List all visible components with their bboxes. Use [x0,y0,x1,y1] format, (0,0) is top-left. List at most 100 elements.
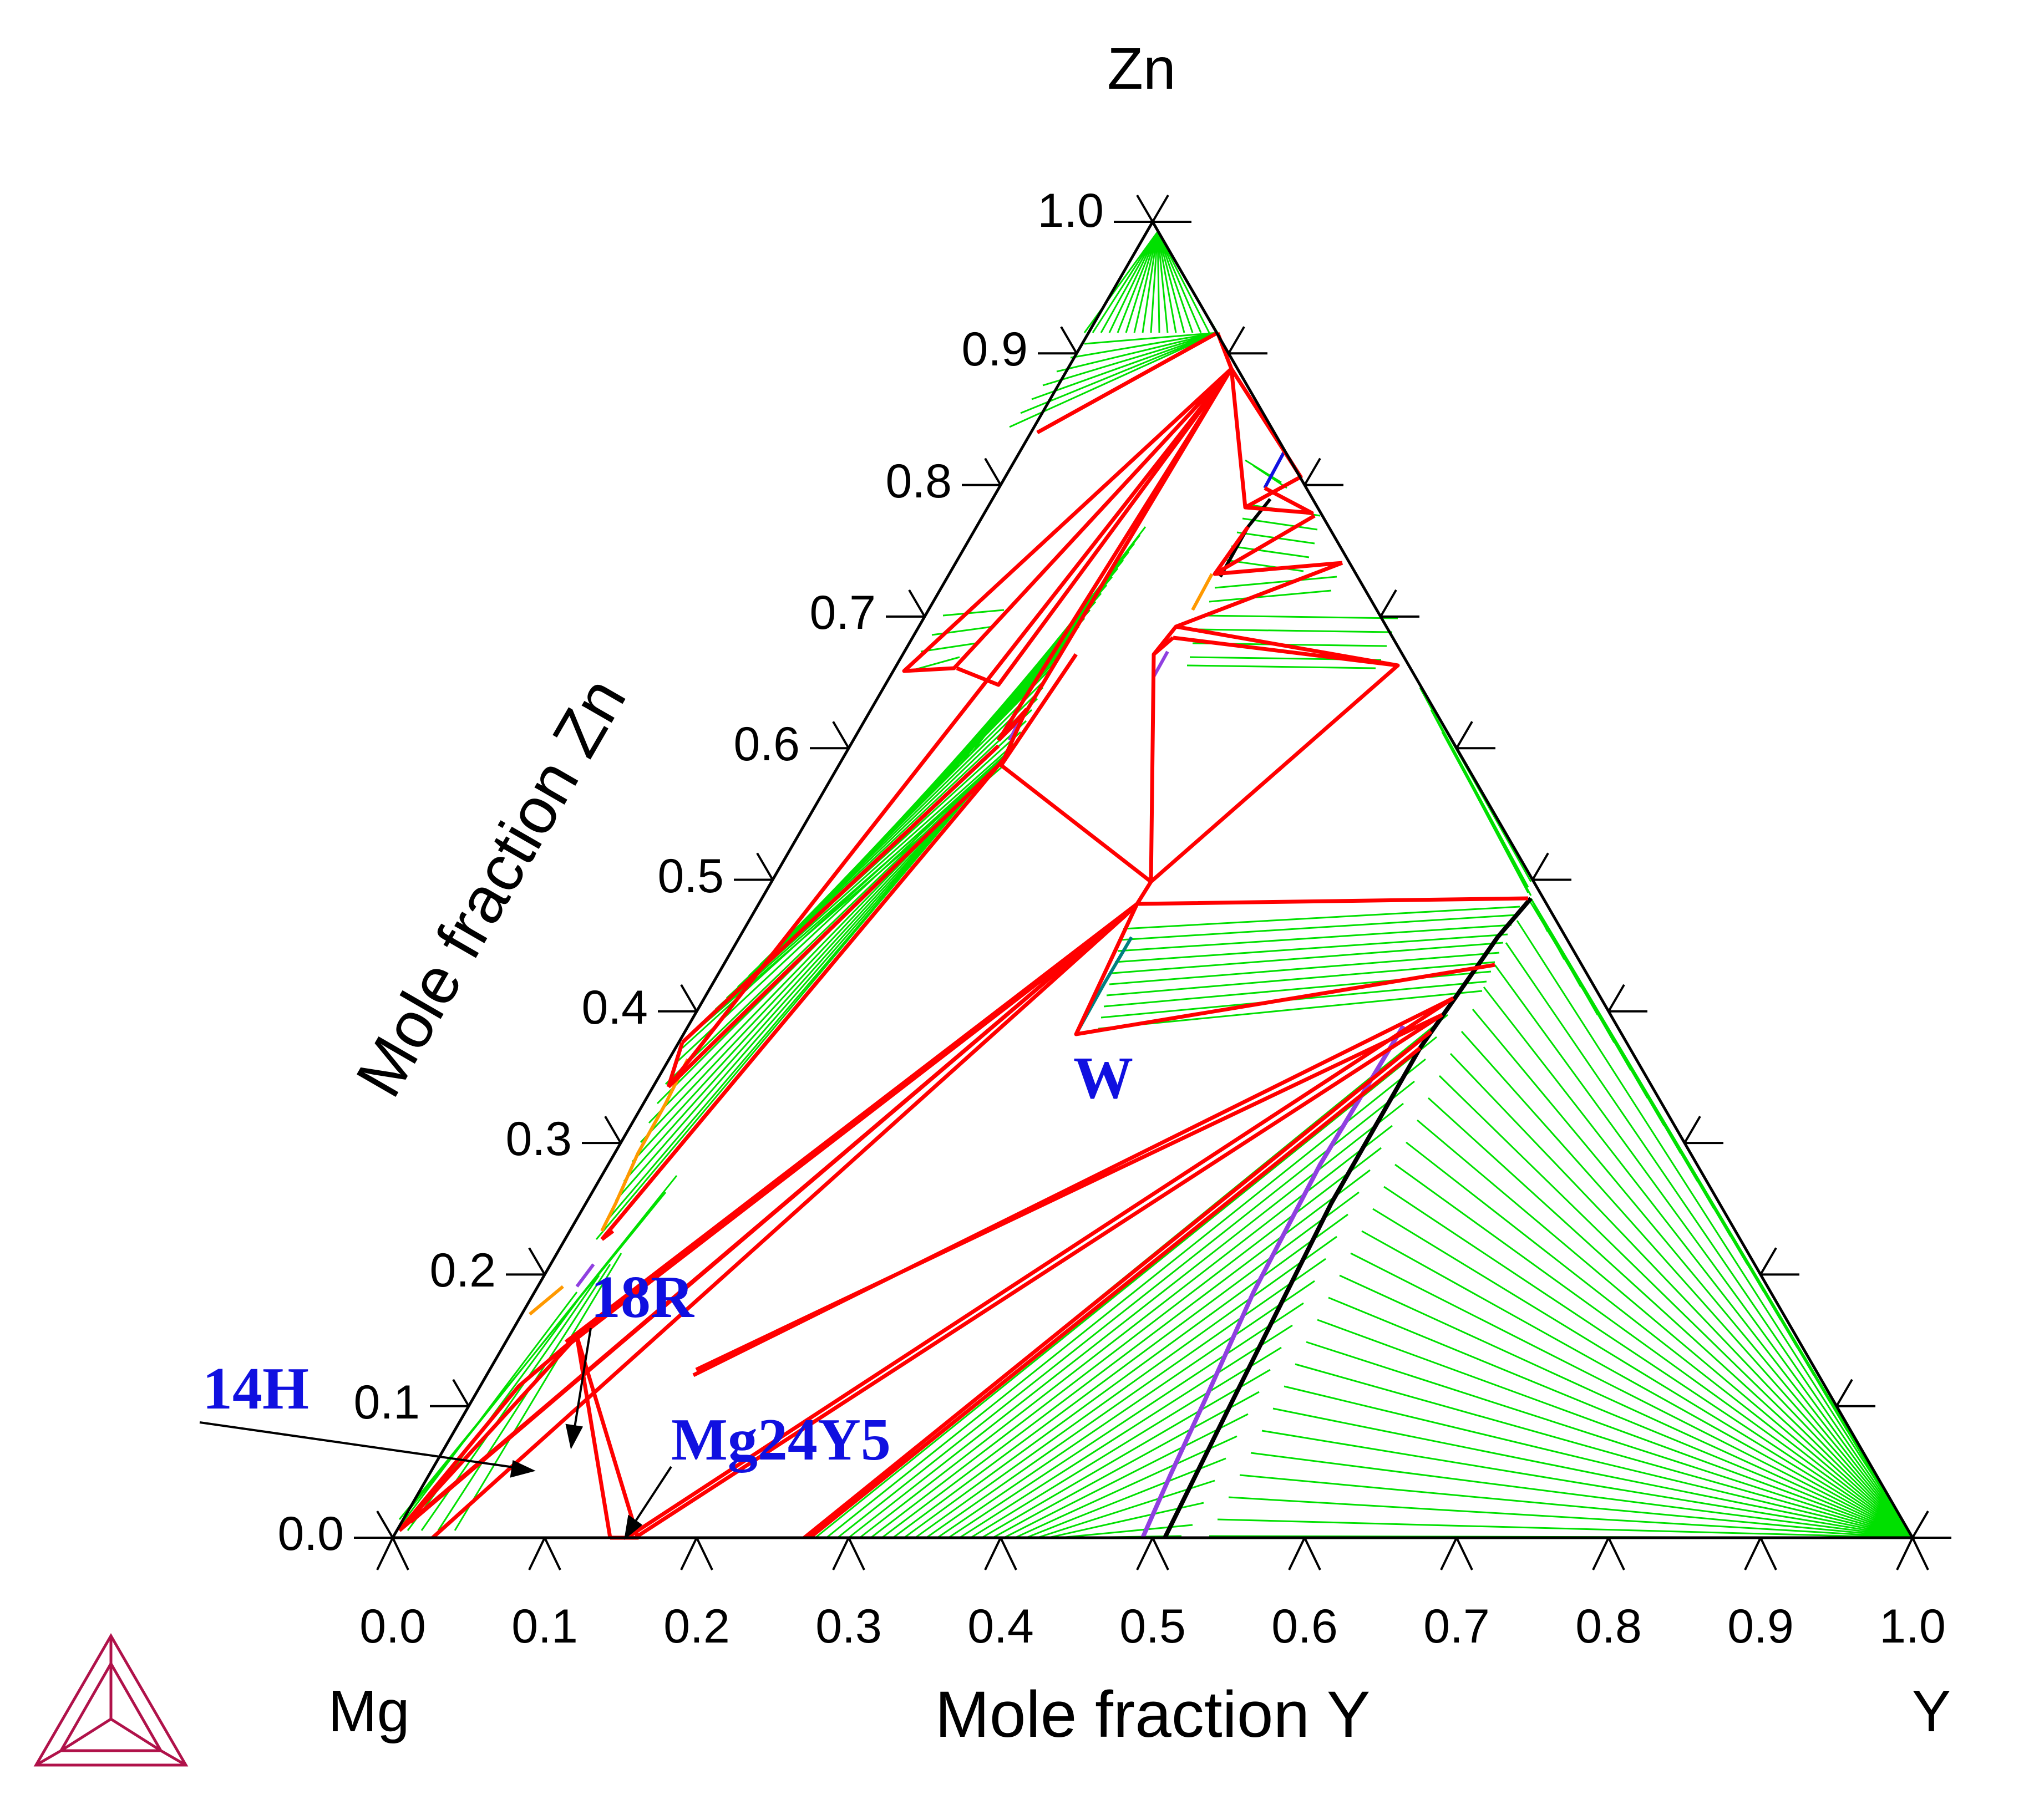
right-tick-mark [1911,1510,1929,1539]
left-tick-mark [452,1379,470,1407]
three-phase-mid-band [666,744,1000,1089]
orange-boundary-small [529,1285,564,1316]
right-tick-mark [1379,589,1397,617]
left-tick-label-8: 0.8 [885,455,952,508]
bottom-tick-label-10: 1.0 [1879,1600,1946,1653]
three-phase-long-diagonals [398,902,1139,1539]
right-tick-mark [1304,457,1321,486]
bottom-tick-mark [1440,1537,1458,1570]
three-phase-mid-left [600,747,1014,1241]
black-boundary-line [1163,897,1533,1539]
tie-lines-w-band [1098,906,1520,1030]
three-phase-mg-corner [398,1334,640,1540]
bottom-tick-mark [832,1537,850,1570]
three-phase-layer [398,331,1529,1540]
three-phase-upper-right [1173,368,1400,668]
left-tick-label-0: 0.0 [277,1507,344,1560]
tie-lines-zn-band [1009,332,1218,428]
left-tick-label-1: 0.1 [353,1376,420,1429]
bottom-tick-mark [376,1537,394,1570]
tie-lines-upper-right [1186,459,1398,669]
bottom-tick-mark [544,1537,561,1570]
axis-title-left: Mole fraction Zn [342,666,640,1109]
bottom-tick-mark [1288,1537,1306,1570]
left-tick-mark [832,721,850,749]
right-tick-mark [1152,194,1169,223]
bottom-tick-mark [1000,1537,1017,1570]
tie-lines-left-edge [395,1175,678,1531]
left-tick-mark [756,852,774,881]
tie-lines-zn-corner [1083,231,1219,333]
left-tick-label-9: 0.9 [961,323,1028,376]
phase-label-w: W [1073,1045,1133,1111]
bottom-tick-mark [528,1537,546,1570]
bottom-tick-label-7: 0.7 [1423,1600,1490,1653]
right-tick-mark [1835,1379,1853,1407]
left-tick-mark [604,1116,622,1144]
phase-label-mg24y5: Mg24Y5 [671,1407,891,1473]
arrow-mg24y5-head [624,1514,643,1540]
axis-title-bottom: Mole fraction Y [935,1678,1371,1751]
blue-boundary-upper [1263,451,1286,489]
bottom-tick-mark [392,1537,409,1570]
bottom-tick-label-5: 0.5 [1119,1600,1186,1653]
left-tick-label-6: 0.6 [733,718,800,771]
bottom-tick-mark [1592,1537,1610,1570]
bottom-tick-label-6: 0.6 [1271,1600,1338,1653]
left-tick-label-4: 0.4 [581,981,648,1034]
right-tick-mark [1228,326,1245,354]
purple-boundary-small [575,650,1169,1288]
three-phase-lower-diagonals [626,996,1454,1539]
tie-lines-mg-zn-upper [909,609,1005,672]
bottom-tick-label-9: 0.9 [1727,1600,1794,1653]
left-tick-mark [376,1510,394,1539]
left-tick-mark [1060,326,1078,354]
bottom-tick-label-4: 0.4 [967,1600,1034,1653]
bottom-tick-mark [696,1537,713,1570]
bottom-tick-mark [1455,1537,1473,1570]
bottom-tick-mark [1759,1537,1777,1570]
arrow-14h-line [199,1421,522,1470]
bottom-tick-label-2: 0.2 [663,1600,730,1653]
tie-lines-mg-zn-band [682,526,1147,1044]
left-tick-label-3: 0.3 [505,1112,572,1166]
bottom-tick-mark [1152,1537,1169,1570]
three-phase-center [997,625,1178,883]
phase-label-18r: 18R [591,1264,694,1330]
left-tick-label-7: 0.7 [809,586,876,639]
left-tick-label-5: 0.5 [657,850,724,903]
right-tick-mark [1759,1247,1777,1275]
orange-boundary-line [600,1058,689,1232]
arrow-18r-head [565,1423,584,1450]
left-tick-label-10: 1.0 [1037,184,1104,237]
left-tick-mark [1136,194,1154,223]
bottom-tick-labels: 0.0 0.1 0.2 0.3 0.4 0.5 0.6 0.7 0.8 0.9 … [359,1600,1946,1653]
left-tick-mark [680,984,698,1012]
tie-lines-right-edge [1530,898,1914,1538]
bottom-tick-label-8: 0.8 [1575,1600,1642,1653]
phase-label-layer: W 18R 14H Mg24Y5 [199,1045,1133,1540]
arrow-mg24y5-line [630,1466,672,1529]
orange-boundary-upper [1191,573,1214,611]
bottom-tick-mark [984,1537,1002,1570]
phase-label-14h: 14H [202,1356,309,1422]
bottom-tick-mark [1896,1537,1914,1570]
bottom-tick-mark [1911,1537,1929,1570]
corner-label-zn: Zn [1107,36,1176,101]
right-tick-mark [1683,1116,1701,1144]
three-phase-upper-left-1 [902,367,1233,687]
arrow-14h-head [510,1460,536,1478]
bottom-tick-mark [1607,1537,1625,1570]
left-tick-label-2: 0.2 [429,1244,496,1297]
left-tick-labels: 0.0 0.1 0.2 0.3 0.4 0.5 0.6 0.7 0.8 0.9 … [277,184,1104,1560]
right-tick-mark [1607,984,1625,1012]
right-tick-mark [1531,852,1549,881]
bottom-tick-label-3: 0.3 [815,1600,882,1653]
left-tick-mark [984,457,1002,486]
corner-label-mg: Mg [328,1679,409,1744]
left-tick-mark [528,1247,546,1275]
arrow-18r-line [573,1328,592,1431]
bottom-tick-label-0: 0.0 [359,1600,426,1653]
corner-label-y: Y [1912,1679,1951,1744]
left-tick-mark [908,589,926,617]
